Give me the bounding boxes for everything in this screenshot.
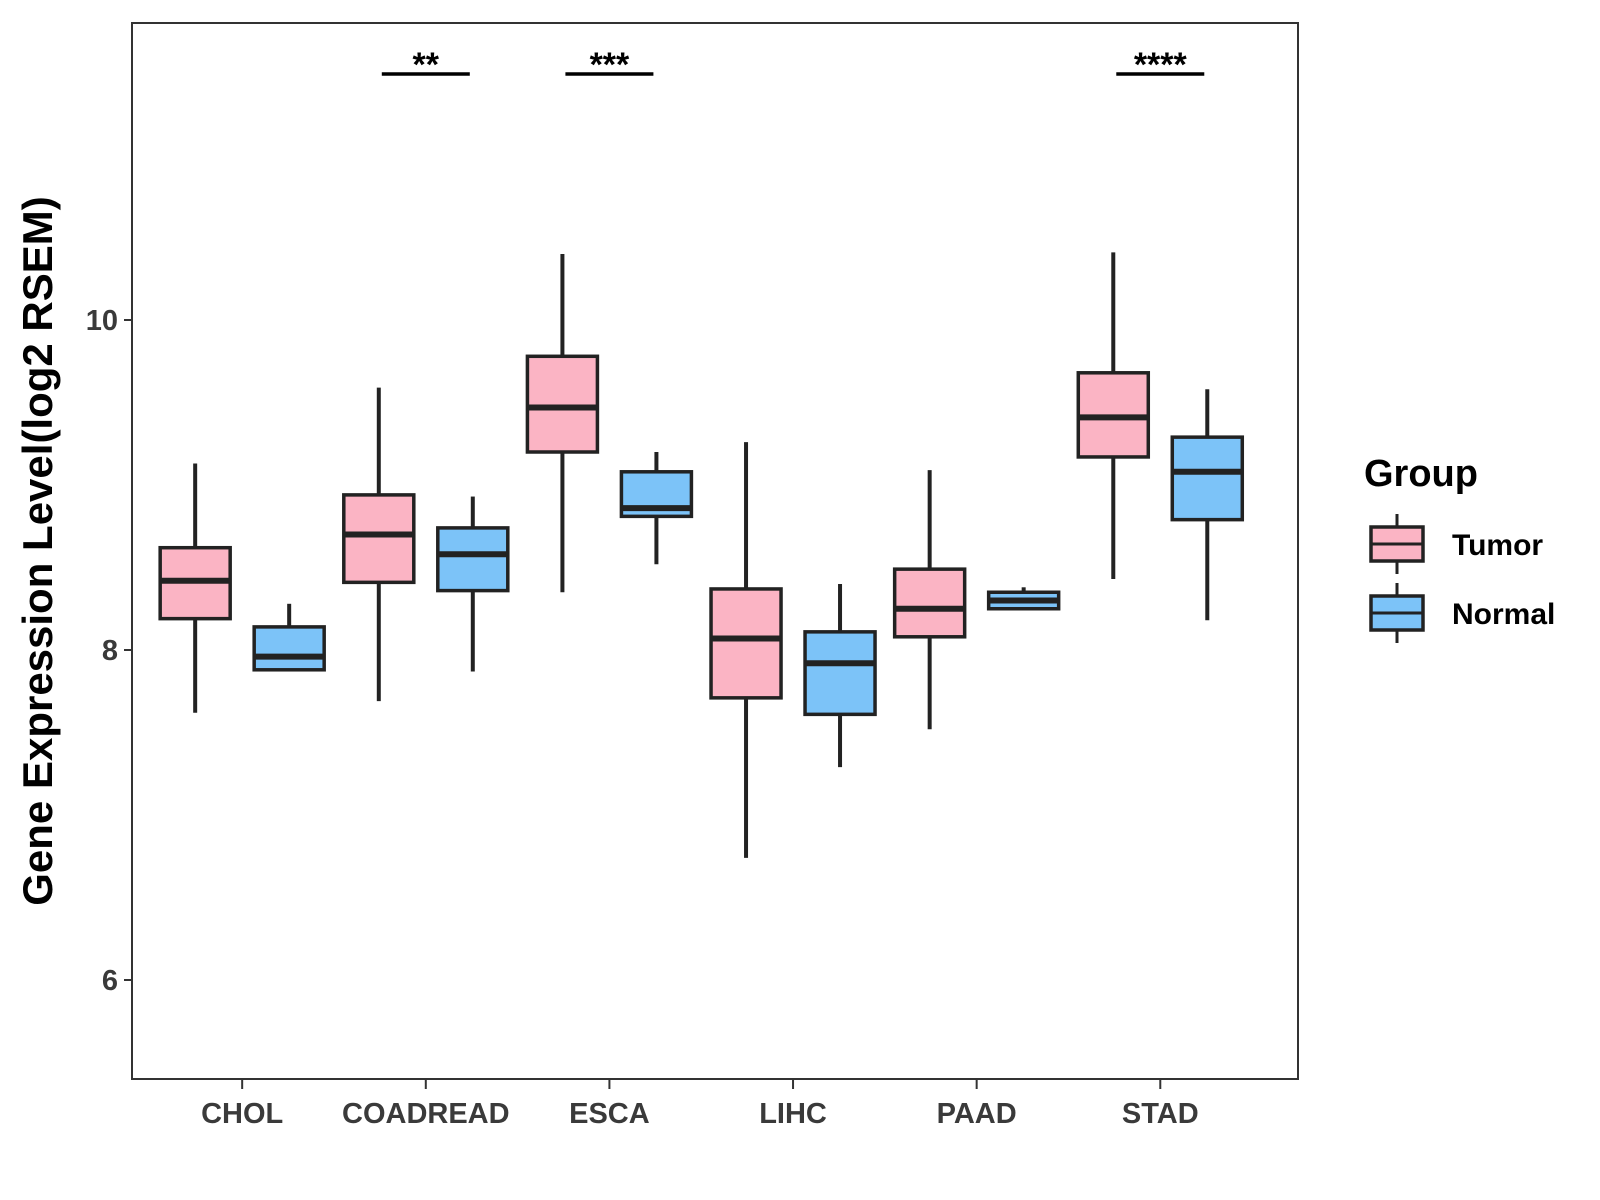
x-tick-label-esca: ESCA <box>569 1098 650 1130</box>
box-esca-tumor <box>525 254 600 593</box>
box-body-lihc-normal <box>803 630 877 717</box>
box-chol-normal <box>252 603 326 672</box>
legend-title: Group <box>1364 453 1478 495</box>
legend-entries: Tumor Normal <box>1369 514 1555 643</box>
box-stad-tumor <box>1076 252 1151 580</box>
significance-layer: ** *** **** <box>381 46 1205 84</box>
legend-label-normal: Normal <box>1452 598 1555 631</box>
y-axis: 6 8 10 <box>86 305 132 997</box>
box-body-coadread-normal <box>436 526 510 593</box>
box-lihc-normal <box>803 584 877 768</box>
significance-coadread-label: ** <box>413 46 440 84</box>
box-esca-normal <box>619 452 694 565</box>
x-tick-label-lihc: LIHC <box>759 1098 827 1130</box>
box-stad-normal <box>1170 389 1245 621</box>
box-body-stad-normal <box>1170 435 1245 522</box>
box-body-lihc-tumor <box>709 587 783 700</box>
significance-esca-label: *** <box>590 46 630 84</box>
box-paad-normal <box>986 587 1061 611</box>
box-coadread-tumor <box>342 387 416 702</box>
legend-entry-tumor: Tumor <box>1369 514 1543 574</box>
plot-panel-border <box>131 22 1299 1080</box>
significance-coadread: ** <box>381 46 470 84</box>
box-body-chol-normal <box>252 625 326 672</box>
box-body-esca-tumor <box>525 354 600 454</box>
significance-esca: *** <box>565 46 654 84</box>
boxes-layer <box>158 252 1245 858</box>
box-lihc-tumor <box>709 442 783 858</box>
box-chol-tumor <box>158 463 232 713</box>
x-tick-label-chol: CHOL <box>201 1098 283 1130</box>
box-body-coadread-tumor <box>342 493 416 585</box>
significance-stad-label: **** <box>1134 46 1188 84</box>
legend: Group Tumor Normal <box>1364 453 1555 643</box>
box-paad-tumor <box>892 470 967 730</box>
box-body-paad-tumor <box>892 567 967 639</box>
x-tick-label-coadread: COADREAD <box>342 1098 510 1130</box>
y-tick-label-8: 8 <box>102 635 118 667</box>
x-axis: CHOL COADREAD ESCA LIHC PAAD STAD <box>201 1079 1199 1130</box>
legend-entry-normal: Normal <box>1369 583 1555 643</box>
box-coadread-normal <box>436 496 510 672</box>
y-axis-title: Gene Expression Level(log2 RSEM) <box>14 196 61 906</box>
x-tick-label-stad: STAD <box>1122 1098 1199 1130</box>
y-tick-label-10: 10 <box>86 305 118 337</box>
significance-stad: **** <box>1116 46 1205 84</box>
x-tick-label-paad: PAAD <box>937 1098 1017 1130</box>
legend-label-tumor: Tumor <box>1452 529 1543 562</box>
y-tick-label-6: 6 <box>102 965 118 997</box>
